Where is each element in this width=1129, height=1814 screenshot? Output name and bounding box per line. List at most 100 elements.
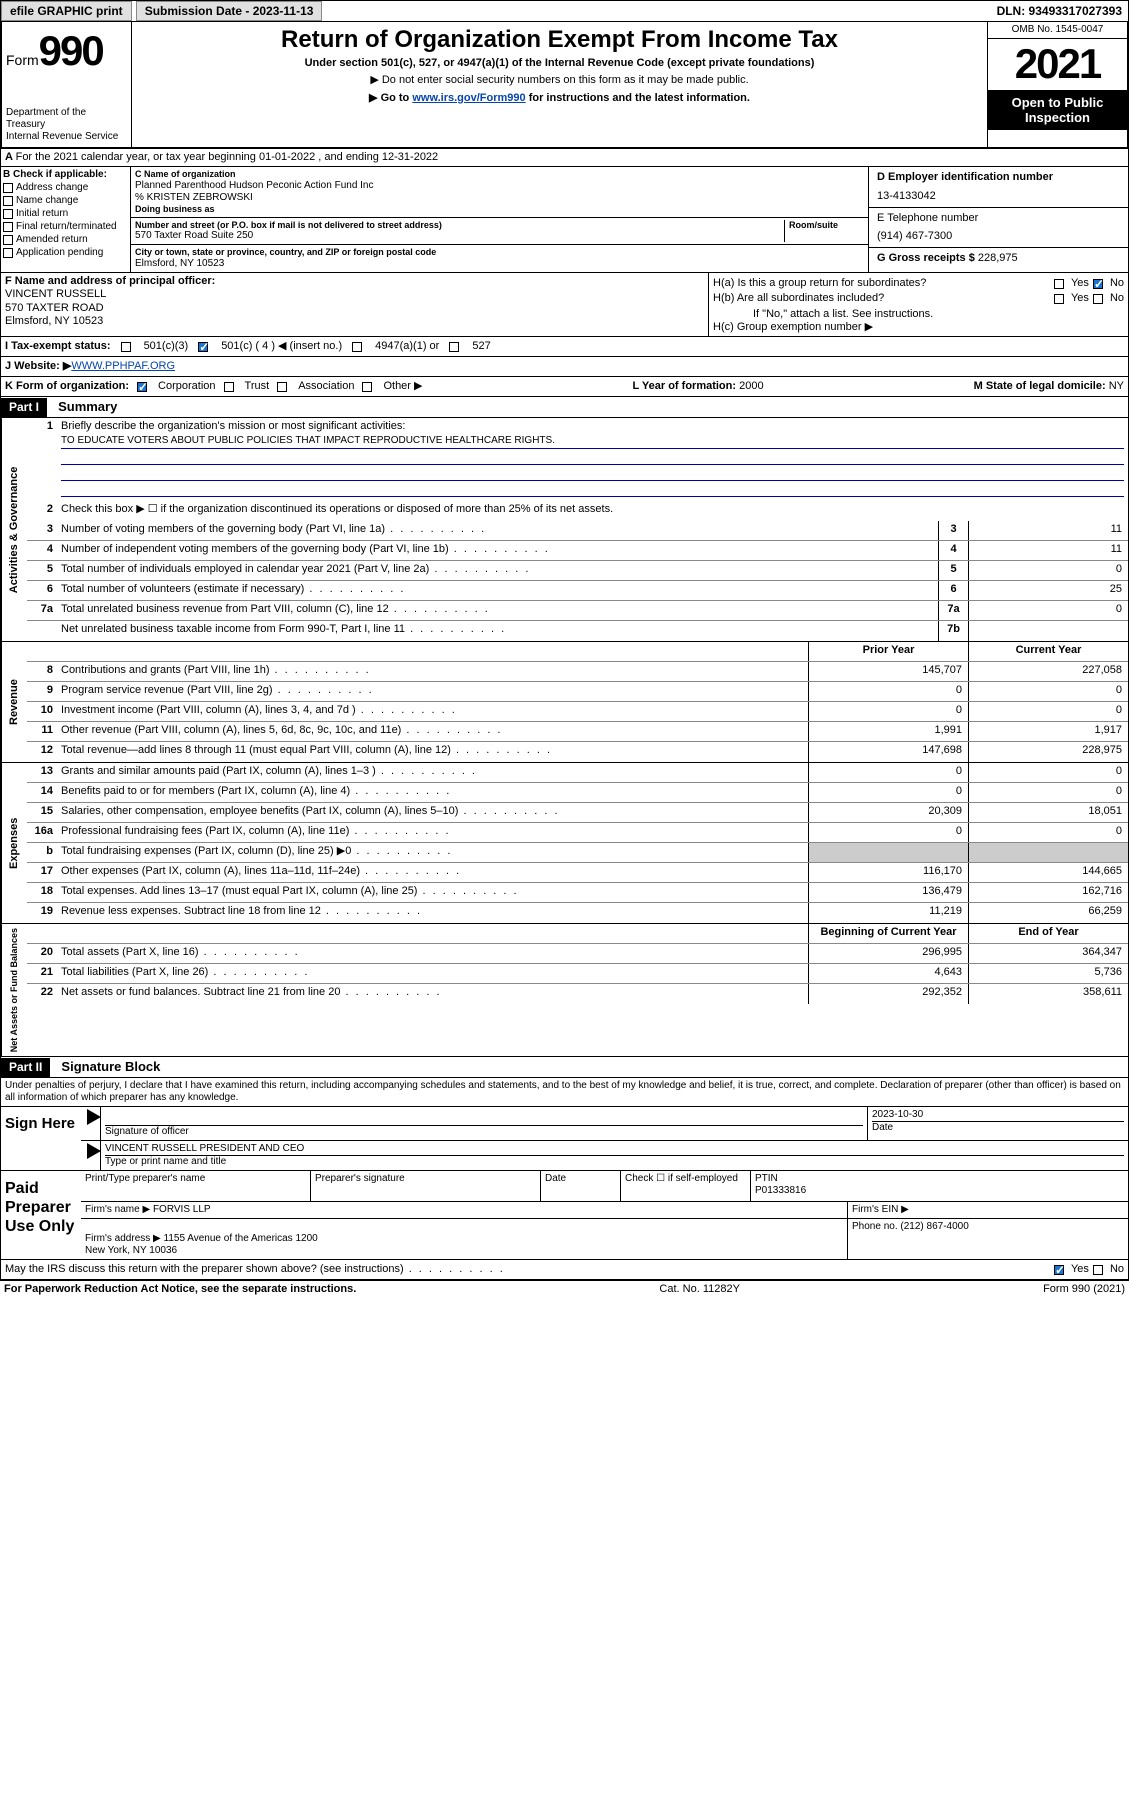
h-c-line: H(c) Group exemption number ▶ (713, 321, 1124, 334)
h-a-line: H(a) Is this a group return for subordin… (713, 277, 1124, 290)
net-blank-txt (57, 924, 808, 943)
org-name-row: C Name of organization Planned Parenthoo… (131, 167, 868, 218)
prep-sig-cell: Preparer's signature (311, 1171, 541, 1201)
may-irs-row: May the IRS discuss this return with the… (0, 1260, 1129, 1280)
prior-value: 147,698 (808, 742, 968, 762)
line-num: 10 (27, 702, 57, 721)
block-bcde: B Check if applicable: Address changeNam… (0, 167, 1129, 273)
4947-label: 4947(a)(1) or (375, 340, 439, 353)
line-num: 21 (27, 964, 57, 983)
ha-no-checkbox[interactable] (1093, 279, 1103, 289)
j-label: J Website: ▶ (5, 360, 71, 373)
firm-ein-cell: Firm's EIN ▶ (848, 1202, 1128, 1218)
org-name: Planned Parenthood Hudson Peconic Action… (135, 180, 864, 192)
summary-row: 4Number of independent voting members of… (27, 541, 1128, 561)
summary-row: 22Net assets or fund balances. Subtract … (27, 984, 1128, 1004)
current-value (968, 843, 1128, 862)
line-num: 11 (27, 722, 57, 741)
line-box: 3 (938, 521, 968, 540)
b-checkbox[interactable] (3, 183, 13, 193)
officer-label: F Name and address of principal officer: (5, 275, 704, 288)
current-value: 162,716 (968, 883, 1128, 902)
b-checkbox-label: Name change (16, 195, 78, 207)
current-value: 0 (968, 702, 1128, 721)
501c3-checkbox[interactable] (121, 342, 131, 352)
firm-addr-cell: Firm's address ▶ 1155 Avenue of the Amer… (81, 1219, 848, 1259)
irs-no-checkbox[interactable] (1093, 1265, 1103, 1275)
rev-blank-num (27, 642, 57, 661)
line-num: 19 (27, 903, 57, 923)
omb-number: OMB No. 1545-0047 (988, 22, 1127, 39)
submission-date-button[interactable]: Submission Date - 2023-11-13 (136, 1, 323, 21)
trust-checkbox[interactable] (224, 382, 234, 392)
col-b-checkboxes: B Check if applicable: Address changeNam… (1, 167, 131, 272)
summary-row: 19Revenue less expenses. Subtract line 1… (27, 903, 1128, 923)
col-h-group: H(a) Is this a group return for subordin… (708, 273, 1128, 336)
col-c-org: C Name of organization Planned Parenthoo… (131, 167, 868, 272)
city-row: City or town, state or province, country… (131, 245, 868, 272)
cat-no: Cat. No. 11282Y (659, 1283, 740, 1296)
corp-label: Corporation (158, 380, 215, 393)
net-section: Net Assets or Fund Balances Beginning of… (0, 924, 1129, 1057)
city-label: City or town, state or province, country… (135, 247, 864, 258)
line-text: Salaries, other compensation, employee b… (57, 803, 808, 822)
other-label: Other ▶ (383, 380, 422, 393)
title-center: Return of Organization Exempt From Incom… (132, 22, 987, 146)
hb-yes-checkbox[interactable] (1054, 294, 1064, 304)
b-checkbox[interactable] (3, 248, 13, 258)
prior-value: 0 (808, 702, 968, 721)
b-checkbox[interactable] (3, 235, 13, 245)
527-checkbox[interactable] (449, 342, 459, 352)
4947-checkbox[interactable] (352, 342, 362, 352)
current-value: 0 (968, 682, 1128, 701)
addr-row: Number and street (or P.O. box if mail i… (131, 218, 868, 246)
arrow-icon (87, 1109, 101, 1125)
b-checkbox[interactable] (3, 196, 13, 206)
line-value: 11 (968, 521, 1128, 540)
corp-checkbox[interactable] (137, 382, 147, 392)
501c-checkbox[interactable] (198, 342, 208, 352)
begin-year-header: Beginning of Current Year (808, 924, 968, 943)
line-text: Total liabilities (Part X, line 26) (57, 964, 808, 983)
ptin-cell: PTINP01333816 (751, 1171, 1128, 1201)
title-right-box: OMB No. 1545-0047 2021 Open to Public In… (987, 22, 1127, 146)
prior-value: 116,170 (808, 863, 968, 882)
part2-bar: Part II Signature Block (0, 1057, 1129, 1078)
summary-row: 20Total assets (Part X, line 16)296,9953… (27, 944, 1128, 964)
ssn-note: ▶ Do not enter social security numbers o… (140, 74, 979, 87)
website-link[interactable]: WWW.PPHPAF.ORG (71, 360, 175, 373)
title-block: Form990 Department of the Treasury Inter… (0, 22, 1129, 148)
end-year-header: End of Year (968, 924, 1128, 943)
part2-title: Signature Block (53, 1057, 168, 1077)
sig-declaration: Under penalties of perjury, I declare th… (0, 1078, 1129, 1107)
other-checkbox[interactable] (362, 382, 372, 392)
trust-label: Trust (245, 380, 270, 393)
prior-year-header: Prior Year (808, 642, 968, 661)
line-num: 4 (27, 541, 57, 560)
line-text: Program service revenue (Part VIII, line… (57, 682, 808, 701)
h-b-line: H(b) Are all subordinates included? Yes … (713, 292, 1124, 305)
summary-row: Net unrelated business taxable income fr… (27, 621, 1128, 641)
mission-blank-3 (61, 483, 1124, 497)
irs-yes-checkbox[interactable] (1054, 1265, 1064, 1275)
assoc-checkbox[interactable] (277, 382, 287, 392)
ha-yes-checkbox[interactable] (1054, 279, 1064, 289)
form-title: Return of Organization Exempt From Incom… (140, 26, 979, 55)
no-label-2: No (1110, 292, 1124, 305)
paid-preparer-block: Paid Preparer Use Only Print/Type prepar… (0, 1171, 1129, 1260)
ein-label: D Employer identification number (877, 171, 1120, 184)
line-num: 12 (27, 742, 57, 762)
sign-here-block: Sign Here Signature of officer 2023-10-3… (0, 1107, 1129, 1171)
hb-no-checkbox[interactable] (1093, 294, 1103, 304)
dba-label: Doing business as (135, 204, 864, 215)
line-box: 7b (938, 621, 968, 641)
b-header: B Check if applicable: (3, 169, 128, 181)
line-text: Net assets or fund balances. Subtract li… (57, 984, 808, 1004)
b-checkbox[interactable] (3, 209, 13, 219)
irs-link[interactable]: www.irs.gov/Form990 (412, 92, 525, 104)
b-checkbox[interactable] (3, 222, 13, 232)
line-text: Investment income (Part VIII, column (A)… (57, 702, 808, 721)
summary-row: 11Other revenue (Part VIII, column (A), … (27, 722, 1128, 742)
efile-print-button[interactable]: efile GRAPHIC print (1, 1, 132, 21)
care-of: % KRISTEN ZEBROWSKI (135, 192, 864, 204)
